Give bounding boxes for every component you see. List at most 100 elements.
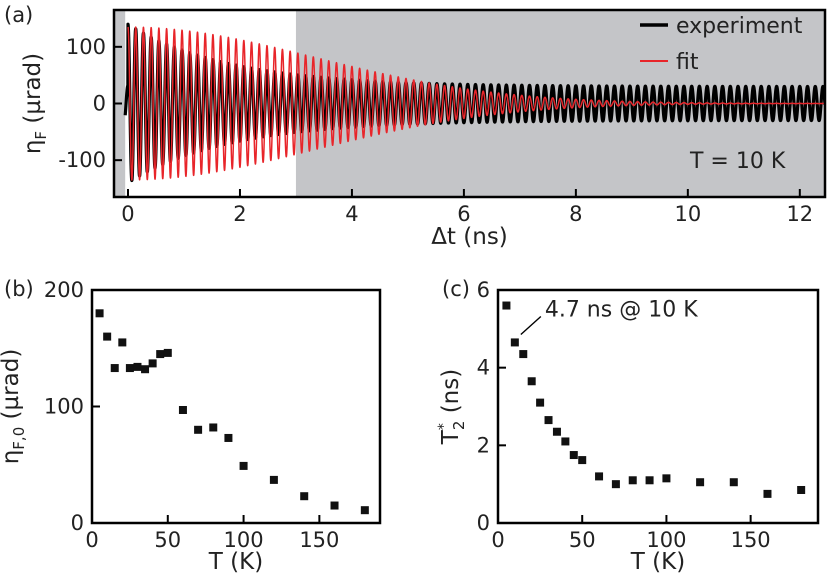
y-tick-label: 2 [477,433,490,457]
panel-label-c: (c) [442,277,470,301]
y-axis-label-c: T*2 (ns) [436,369,468,445]
ticks-c: 0 50 100 150 0 2 4 6 [477,278,771,552]
data-point [163,348,172,357]
x-tick-label: 150 [731,528,771,552]
y-tick-label: 0 [93,92,106,116]
x-tick-label: 8 [569,202,582,226]
y-axis-label-c-sub: 2 [450,421,468,431]
annotation-t2-value: 4.7 ns @ 10 K [545,297,698,322]
y-tick-label: 100 [66,35,106,59]
scatter-points-b [95,309,369,515]
data-point [209,423,218,432]
y-tick-label: 6 [477,278,490,302]
y-axis-label-b-unit: (µrad) [0,349,24,427]
legend-label-experiment: experiment [676,14,803,39]
panel-label-b: (b) [4,277,34,301]
scatter-points-c [502,301,806,498]
data-point [527,377,536,386]
legend-a: experiment fit [640,14,803,75]
data-point [763,489,772,498]
y-tick-label: 100 [44,395,84,419]
x-axis-label-b: T (K) [208,549,263,575]
data-point [148,359,157,368]
data-point [330,501,339,510]
data-point [156,350,165,359]
data-point [118,338,127,347]
data-point [194,425,203,434]
y-axis-label-b-sub: F,0 [10,427,28,450]
annotation-leader-line [520,315,542,336]
data-point [544,416,553,425]
data-point [578,456,587,465]
y-axis-label-c-main: T [438,429,464,445]
y-tick-label: 200 [44,278,84,302]
y-axis-label-a-sub: F [32,131,50,140]
x-axis-label-a: Δt (ns) [431,224,508,250]
y-axis-label-c-unit: (ns) [438,369,464,421]
axes-frame-b [90,288,382,525]
data-point [239,461,248,470]
x-tick-label: 100 [224,528,264,552]
data-point [595,472,604,481]
x-tick-label: 10 [674,202,701,226]
x-tick-label: 100 [646,528,686,552]
data-point [552,427,561,436]
data-point [536,398,545,407]
annotation-temperature: T = 10 K [689,149,786,174]
data-point [300,492,309,501]
data-point [95,309,104,318]
y-axis-label-b-main: η [0,450,24,465]
data-point [502,301,511,310]
panel-label-a: (a) [4,3,33,27]
data-point [141,365,150,374]
data-point [662,474,671,483]
data-point [569,451,578,460]
x-tick-label: 50 [154,528,181,552]
x-tick-label: 6 [457,202,470,226]
x-tick-label: 150 [299,528,339,552]
ticks-b: 0 50 100 150 0 100 200 [44,278,340,552]
data-point [360,506,369,515]
y-axis-label-c-sup: * [436,423,452,430]
data-point [110,364,119,373]
series-line-fit [127,26,825,181]
x-tick-label: 4 [345,202,358,226]
y-tick-label: 0 [477,511,490,535]
x-axis-label-c: T (K) [630,549,685,575]
data-point [611,480,620,489]
data-point [561,437,570,446]
data-point [269,475,278,484]
axes-frame-c [496,288,820,525]
data-point [696,478,705,487]
data-point [797,485,806,494]
panel-b: (b) 0 50 100 150 0 100 200 T (K) ηF,0 (µrad) [0,277,382,575]
data-point [133,362,142,371]
data-point [510,338,519,347]
legend-label-fit: fit [676,50,699,75]
x-tick-label: 12 [786,202,813,226]
x-tick-label: 0 [85,528,98,552]
y-axis-label-a-main: η [20,140,46,155]
x-tick-label: 2 [233,202,246,226]
x-tick-label: 50 [569,528,596,552]
y-tick-label: 4 [477,356,490,380]
y-axis-label-a: ηF (µrad) [20,53,50,154]
data-point [628,476,637,485]
y-axis-label-a-unit: (µrad) [20,53,46,131]
ticks-a: 0 2 4 6 8 10 12 -100 0 100 [58,35,813,226]
data-point [178,405,187,414]
y-axis-label-b: ηF,0 (µrad) [0,349,28,465]
plot-area-a [123,22,825,183]
y-tick-label: -100 [58,148,106,172]
data-point [224,433,233,442]
data-point [729,478,738,487]
data-point [103,332,112,341]
data-point [645,476,654,485]
x-tick-label: 0 [121,202,134,226]
data-point [125,364,134,373]
data-point [519,350,528,359]
x-tick-label: 0 [491,528,504,552]
